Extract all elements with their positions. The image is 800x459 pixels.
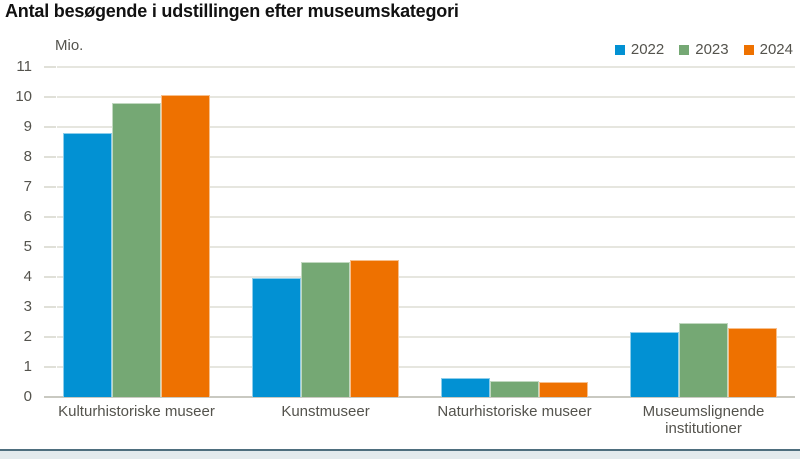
bar-2023-kulturhistoriske-museer	[112, 103, 161, 397]
y-axis-label-0: 0	[23, 388, 32, 405]
legend-label-2023: 2023	[695, 41, 729, 58]
bar-2024-kunstmuseer	[350, 260, 399, 397]
y-axis-label-5: 5	[23, 238, 32, 255]
legend-item-2022: 2022	[614, 41, 665, 58]
plot-area	[57, 66, 795, 397]
bar-2022-kunstmuseer	[252, 278, 301, 397]
bar-group-naturhistoriske-museer	[441, 67, 588, 397]
y-tick-3	[44, 306, 56, 308]
bar-group-kunstmuseer	[252, 67, 399, 397]
bar-2024-naturhistoriske-museer	[539, 382, 588, 397]
bar-2022-museumslignende-institutioner	[630, 332, 679, 397]
y-axis-label-6: 6	[23, 208, 32, 225]
gridline-3	[57, 306, 795, 308]
legend-swatch-2024	[743, 44, 754, 55]
legend-item-2024: 2024	[743, 41, 793, 58]
gridline-7	[57, 186, 795, 188]
footer-divider-line	[0, 449, 800, 451]
legend-swatch-2023	[679, 44, 690, 55]
legend-item-2023: 2023	[679, 41, 729, 58]
y-tick-8	[44, 156, 56, 158]
y-axis-label-8: 8	[23, 148, 32, 165]
gridline-11	[57, 66, 795, 68]
x-axis-label-kunstmuseer: Kunstmuseer	[281, 403, 370, 420]
gridline-6	[57, 216, 795, 218]
y-axis-label-1: 1	[23, 358, 32, 375]
gridline-10	[57, 96, 795, 98]
bar-2023-naturhistoriske-museer	[490, 381, 539, 397]
gridline-2	[57, 336, 795, 338]
y-axis-label-3: 3	[23, 298, 32, 315]
y-tick-11	[44, 66, 56, 68]
y-axis-label-10: 10	[15, 88, 32, 105]
x-axis-label-naturhistoriske-museer: Naturhistoriske museer	[437, 403, 592, 420]
gridline-1	[57, 366, 795, 368]
x-axis-label-museumslignende-institutioner: Museumslignende institutioner	[642, 403, 765, 437]
y-tick-1	[44, 366, 56, 368]
bar-2024-museumslignende-institutioner	[728, 328, 777, 397]
y-tick-5	[44, 246, 56, 248]
y-tick-4	[44, 276, 56, 278]
bar-2022-naturhistoriske-museer	[441, 378, 490, 397]
bar-2022-kulturhistoriske-museer	[63, 133, 112, 397]
bar-2023-kunstmuseer	[301, 262, 350, 397]
legend: 2022 2023 2024	[614, 41, 793, 58]
bar-2023-museumslignende-institutioner	[679, 323, 728, 397]
y-tick-6	[44, 216, 56, 218]
legend-label-2024: 2024	[759, 41, 793, 58]
footer-band	[0, 451, 800, 459]
y-axis-unit-label: Mio.	[55, 37, 84, 54]
y-tick-2	[44, 336, 56, 338]
x-axis-label-kulturhistoriske-museer: Kulturhistoriske museer	[58, 403, 215, 420]
x-axis-baseline	[44, 396, 795, 398]
gridline-5	[57, 246, 795, 248]
y-axis-label-9: 9	[23, 118, 32, 135]
gridline-4	[57, 276, 795, 278]
y-axis-label-7: 7	[23, 178, 32, 195]
chart-title: Antal besøgende i udstillingen efter mus…	[5, 1, 459, 21]
bar-group-museumslignende-institutioner	[630, 67, 777, 397]
legend-label-2022: 2022	[630, 41, 665, 58]
gridline-8	[57, 156, 795, 158]
legend-swatch-2022	[614, 44, 625, 55]
gridline-9	[57, 126, 795, 128]
y-axis-label-4: 4	[23, 268, 32, 285]
y-axis-label-2: 2	[23, 328, 32, 345]
y-tick-10	[44, 96, 56, 98]
bar-2024-kulturhistoriske-museer	[161, 95, 210, 397]
bar-group-kulturhistoriske-museer	[63, 67, 210, 397]
y-tick-9	[44, 126, 56, 128]
y-axis-label-11: 11	[16, 58, 32, 75]
y-tick-7	[44, 186, 56, 188]
